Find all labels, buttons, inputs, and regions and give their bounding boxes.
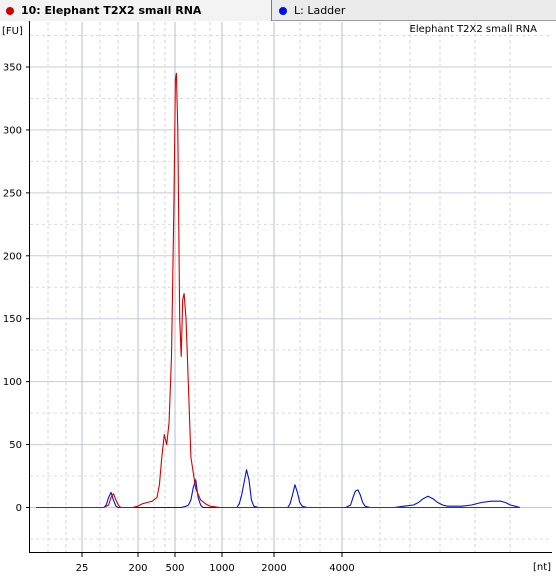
tab-sample[interactable]: 10: Elephant T2X2 small RNA [0,0,272,21]
sample-dot-icon [6,6,14,15]
ladder-dot-icon [279,6,287,15]
y-tick-label: 0 [16,503,22,514]
y-tick-label: 50 [9,440,22,451]
y-tick-label: 200 [3,251,22,262]
sample-series-line [36,72,520,509]
tab-sample-label: 10: Elephant T2X2 small RNA [21,4,202,17]
x-tick-label: 25 [76,563,89,574]
x-axis-ticks: 25 200 500 1000 2000 4000 [76,552,355,574]
tab-ladder[interactable]: L: Ladder [273,0,556,21]
grid [30,22,552,552]
y-tick-label: 150 [3,314,22,325]
chart-title: Elephant T2X2 small RNA [410,24,538,35]
x-tick-label: 1000 [209,563,234,574]
x-tick-label: 500 [165,563,184,574]
y-unit-label: [FU] [2,26,23,37]
x-tick-label: 2000 [261,563,286,574]
x-tick-label: 200 [128,563,147,574]
y-tick-label: 100 [3,377,22,388]
ladder-series-line [36,469,521,509]
tab-ladder-label: L: Ladder [294,4,346,17]
x-tick-label: 4000 [329,563,354,574]
y-axis-ticks: 0 50 100 150 200 250 300 350 [3,63,30,514]
x-unit-label: [nt] [533,562,551,573]
y-tick-label: 300 [3,125,22,136]
series-lines [36,72,521,509]
y-tick-label: 350 [3,63,22,74]
y-tick-label: 250 [3,188,22,199]
tab-bar: 10: Elephant T2X2 small RNA L: Ladder [0,0,556,21]
